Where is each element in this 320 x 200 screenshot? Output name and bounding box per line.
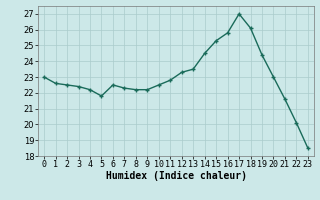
X-axis label: Humidex (Indice chaleur): Humidex (Indice chaleur): [106, 171, 246, 181]
